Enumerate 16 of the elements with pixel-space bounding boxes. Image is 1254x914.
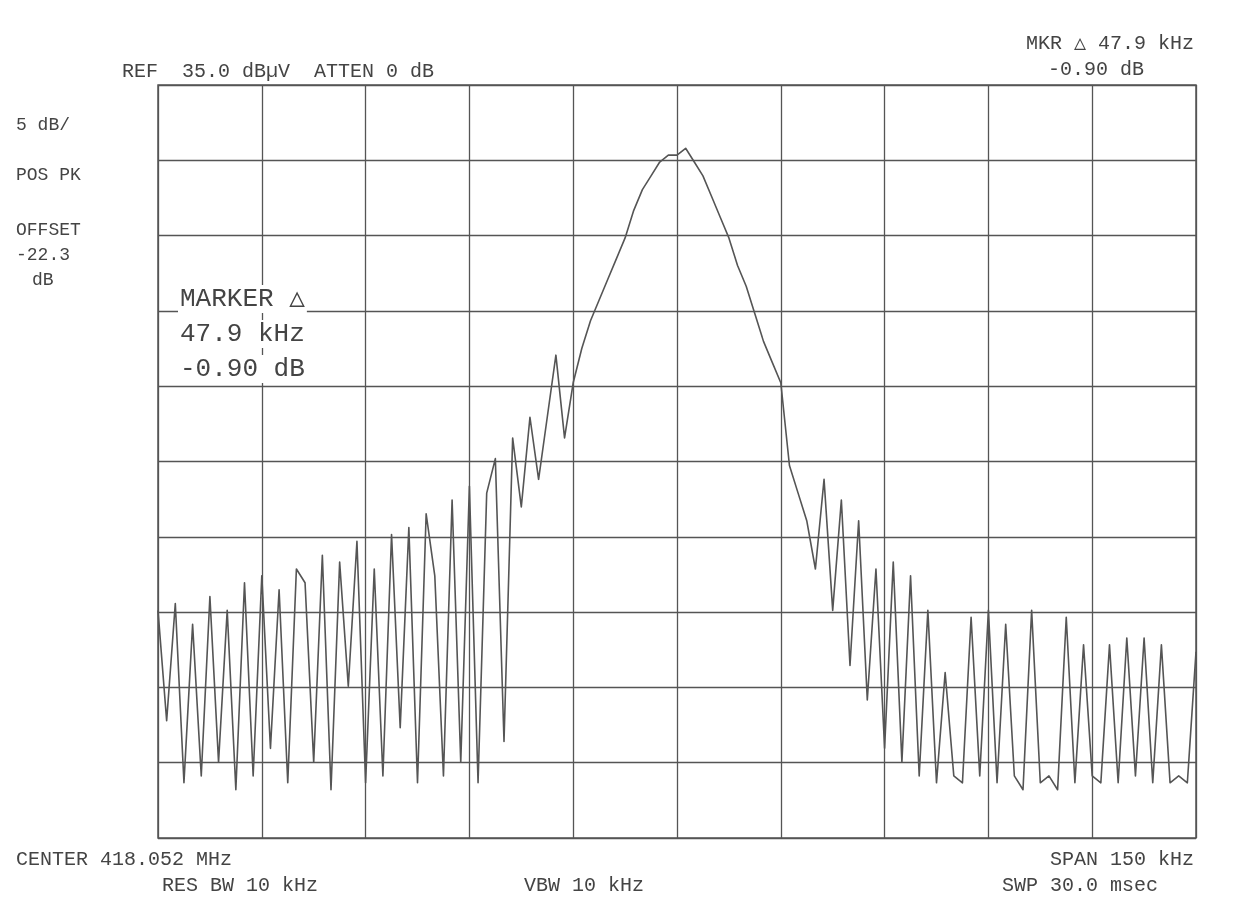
text: REF 35.0 dBµV ATTEN 0 dB: [122, 59, 435, 83]
text: OFFSET: [16, 220, 82, 240]
text: SWP 30.0 msec: [1001, 873, 1159, 897]
text: -0.90 dB: [1047, 57, 1144, 81]
text: MKR △ 47.9 kHz: [1025, 31, 1195, 55]
annotation: 47.9 kHz: [180, 319, 305, 349]
text: CENTER 418.052 MHz: [16, 847, 233, 871]
text: dB: [32, 270, 54, 290]
text: SPAN 150 kHz: [1049, 847, 1195, 871]
annotation: -0.90 dB: [180, 354, 305, 384]
text: 5 dB/: [16, 115, 71, 135]
text: VBW 10 kHz: [524, 873, 645, 897]
text: RES BW 10 kHz: [162, 873, 319, 897]
text: -22.3: [16, 245, 71, 265]
text: POS PK: [16, 165, 82, 185]
annotation: MARKER △: [180, 284, 306, 314]
